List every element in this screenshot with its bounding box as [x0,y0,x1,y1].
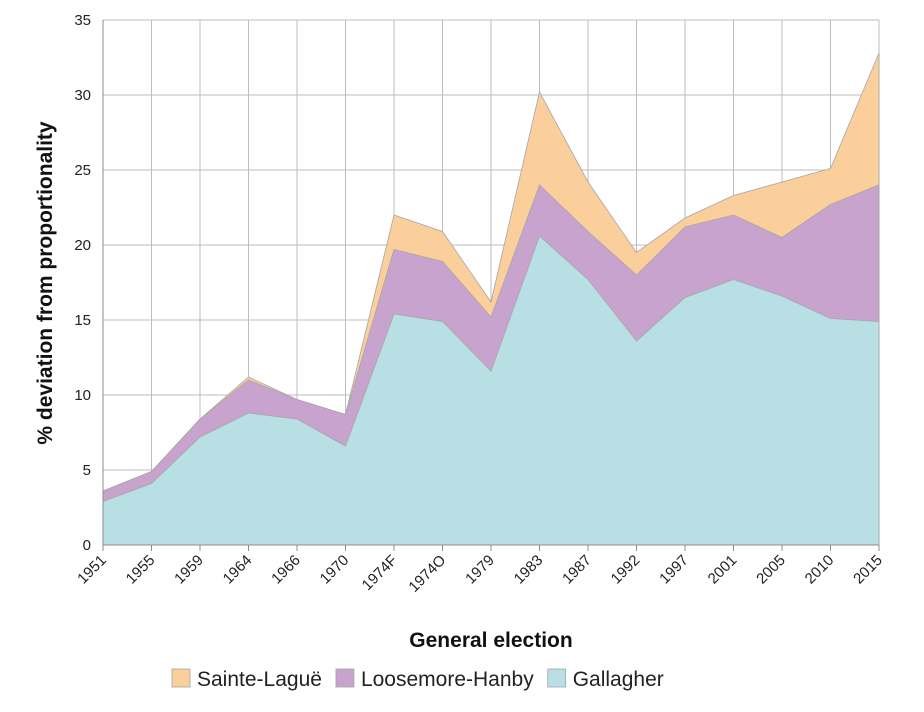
y-tick-label: 25 [74,162,91,179]
legend-swatch-loosemore-hanby [335,668,355,688]
y-tick-label: 0 [83,537,91,554]
x-tick-label: 1974F [359,552,401,594]
x-tick-label: 1955 [123,552,159,588]
x-tick-label: 1966 [268,552,304,588]
x-tick-label: 1983 [511,552,547,588]
y-tick-label: 20 [74,237,91,254]
x-tick-label: 1987 [559,552,595,588]
x-tick-label: 2005 [753,552,789,588]
x-tick-label: 1997 [656,552,692,588]
x-tick-label: 1974O [405,552,449,596]
x-tick-label: 1951 [74,552,110,588]
area-gallagher [102,235,880,546]
x-tick-label: 1970 [317,552,353,588]
x-tick-label: 1964 [220,552,256,588]
x-tick-label: 2001 [705,552,741,588]
x-tick-label: 1959 [171,552,207,588]
x-tick-label: 1992 [608,552,644,588]
legend-label-sainte-lagu-: Sainte-Laguë [197,668,322,691]
x-tick-label: 1979 [462,552,498,588]
y-tick-label: 30 [74,87,91,104]
y-tick-label: 5 [83,462,91,479]
y-axis-title: % deviation from proportionality [34,121,57,445]
legend-swatch-sainte-lagu- [171,668,191,688]
legend-swatch-gallagher [547,668,567,688]
y-tick-label: 10 [74,387,91,404]
y-tick-labels: 0 5 10 15 20 25 30 35 [74,12,91,554]
x-tick-label: 2015 [850,552,886,588]
legend-label-loosemore-hanby: Loosemore-Hanby [361,668,534,691]
x-tick-label: 2010 [802,552,838,588]
y-tick-label: 15 [74,312,91,329]
x-axis-title: General election [409,629,572,652]
legend: Sainte-Laguë Loosemore-Hanby Gallagher [171,668,664,691]
x-tick-labels: 1951 1955 1959 1964 1966 1970 1974F 1974O 1979 19… [74,545,886,596]
y-tick-label: 35 [74,12,91,29]
areas [102,52,880,546]
legend-label-gallagher: Gallagher [573,668,664,691]
